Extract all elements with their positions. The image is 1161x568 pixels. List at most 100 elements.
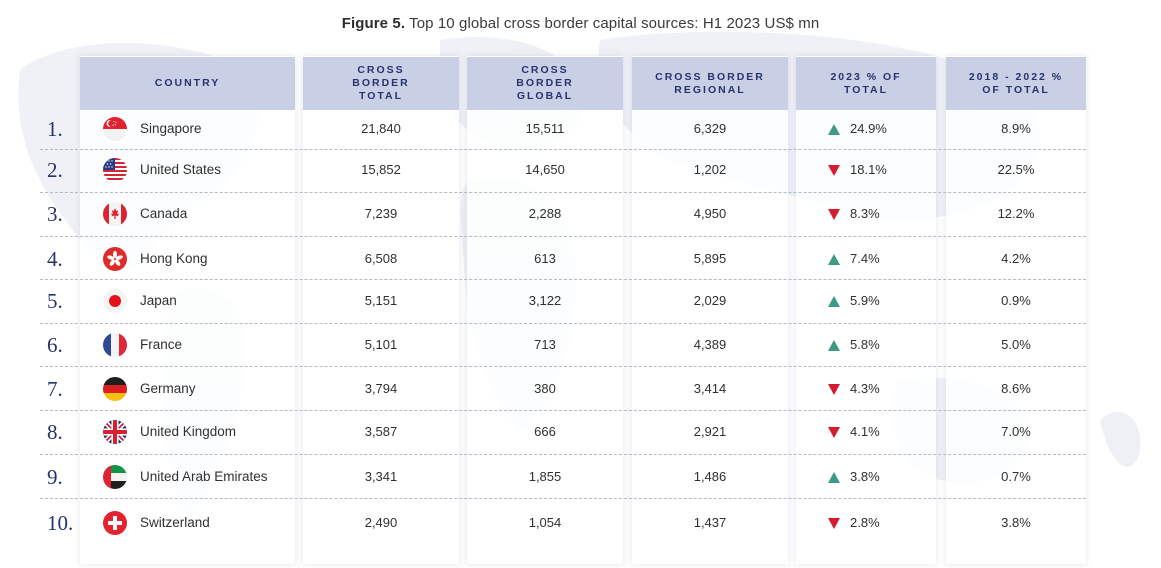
column-pct2023-bg: [796, 56, 936, 564]
cross-border-global-value: 713: [534, 337, 556, 352]
header-cross-border-global: CROSS BORDER GLOBAL: [467, 57, 623, 110]
header-cross-border-regional: CROSS BORDER REGIONAL: [632, 57, 788, 110]
column-total-bg: [303, 56, 459, 564]
cross-border-regional-value: 4,389: [693, 337, 727, 352]
row-separator: [40, 410, 1086, 411]
pct-2023-value: 4.1%: [828, 424, 880, 440]
row-rank: 10.: [47, 511, 74, 535]
france-flag-icon: [103, 333, 127, 357]
cross-border-total-value: 2,490: [364, 515, 398, 530]
header-country: COUNTRY: [80, 57, 295, 110]
cross-border-regional-value: 1,202: [693, 162, 727, 177]
header-2023-pct-of-total: 2023 % OF TOTAL: [796, 57, 936, 110]
country-name: France: [140, 337, 183, 352]
cross-border-total-value: 21,840: [361, 121, 401, 136]
row-separator: [40, 454, 1086, 455]
row-rank: 5.: [47, 289, 63, 313]
country-name: Singapore: [140, 121, 202, 136]
cross-border-global-value: 2,288: [528, 206, 562, 221]
uk-flag-icon: [103, 420, 127, 444]
cross-border-total-value: 6,508: [364, 251, 398, 266]
pct-2023-value: 3.8%: [828, 469, 880, 485]
chart-title: Figure 5. Top 10 global cross border cap…: [0, 15, 1161, 32]
country-name: Switzerland: [140, 515, 210, 530]
row-rank: 3.: [47, 202, 63, 226]
column-regional-bg: [632, 56, 788, 564]
up-triangle-icon: [828, 123, 840, 135]
pct-2018-2022-value: 22.5%: [997, 162, 1035, 177]
figure-label: Figure 5.: [341, 15, 406, 32]
row-rank: 7.: [47, 377, 63, 401]
country-name: Hong Kong: [140, 251, 208, 266]
cross-border-global-value: 15,511: [525, 121, 565, 136]
cross-border-regional-value: 2,029: [693, 293, 727, 308]
pct-2018-2022-value: 8.6%: [1001, 381, 1031, 396]
pct-2018-2022-value: 8.9%: [1001, 121, 1031, 136]
pct-2018-2022-value: 0.9%: [1001, 293, 1031, 308]
header-2018-2022-pct-of-total: 2018 - 2022 % OF TOTAL: [946, 57, 1086, 110]
cross-border-global-value: 613: [534, 251, 556, 266]
hongkong-flag-icon: [103, 247, 127, 271]
pct-2023-text: 24.9%: [850, 121, 887, 136]
pct-2018-2022-value: 12.2%: [997, 206, 1035, 221]
row-rank: 8.: [47, 420, 63, 444]
cross-border-regional-value: 4,950: [693, 206, 727, 221]
down-triangle-icon: [828, 426, 840, 438]
country-name: Canada: [140, 206, 188, 221]
row-rank: 6.: [47, 333, 63, 357]
up-triangle-icon: [828, 253, 840, 265]
row-separator: [40, 366, 1086, 367]
cross-border-regional-value: 6,329: [693, 121, 727, 136]
pct-2018-2022-value: 0.7%: [1001, 469, 1031, 484]
pct-2023-text: 4.3%: [850, 381, 880, 396]
canada-flag-icon: [103, 202, 127, 226]
pct-2023-text: 18.1%: [850, 162, 887, 177]
row-separator: [40, 323, 1086, 324]
down-triangle-icon: [828, 383, 840, 395]
cross-border-regional-value: 3,414: [693, 381, 727, 396]
pct-2018-2022-value: 5.0%: [1001, 337, 1031, 352]
country-name: United Arab Emirates: [140, 469, 268, 484]
pct-2023-value: 7.4%: [828, 251, 880, 267]
pct-2023-text: 5.9%: [850, 293, 880, 308]
cross-border-regional-value: 2,921: [693, 424, 727, 439]
cross-border-total-value: 5,101: [364, 337, 398, 352]
up-triangle-icon: [828, 339, 840, 351]
country-name: Japan: [140, 293, 177, 308]
pct-2023-value: 5.8%: [828, 337, 880, 353]
pct-2023-value: 5.9%: [828, 293, 880, 309]
germany-flag-icon: [103, 377, 127, 401]
cross-border-global-value: 1,855: [528, 469, 562, 484]
pct-2023-text: 3.8%: [850, 469, 880, 484]
down-triangle-icon: [828, 517, 840, 529]
pct-2018-2022-value: 4.2%: [1001, 251, 1031, 266]
column-pct1822-bg: [946, 56, 1086, 564]
cross-border-total-value: 5,151: [364, 293, 398, 308]
cross-border-global-value: 380: [534, 381, 556, 396]
cross-border-total-value: 7,239: [364, 206, 398, 221]
usa-flag-icon: [103, 158, 127, 182]
row-separator: [40, 236, 1086, 237]
figure-title-text: Top 10 global cross border capital sourc…: [409, 15, 820, 32]
pct-2023-text: 7.4%: [850, 251, 880, 266]
row-separator: [40, 498, 1086, 499]
row-separator: [40, 192, 1086, 193]
cross-border-regional-value: 5,895: [693, 251, 727, 266]
up-triangle-icon: [828, 471, 840, 483]
cross-border-global-value: 14,650: [525, 162, 565, 177]
uae-flag-icon: [103, 465, 127, 489]
cross-border-total-value: 3,587: [364, 424, 398, 439]
cross-border-regional-value: 1,437: [693, 515, 727, 530]
cross-border-global-value: 3,122: [528, 293, 562, 308]
japan-flag-icon: [103, 289, 127, 313]
pct-2023-text: 4.1%: [850, 424, 880, 439]
pct-2023-text: 2.8%: [850, 515, 880, 530]
row-rank: 1.: [47, 117, 63, 141]
row-rank: 9.: [47, 465, 63, 489]
header-cross-border-total: CROSS BORDER TOTAL: [303, 57, 459, 110]
pct-2023-value: 2.8%: [828, 515, 880, 531]
up-triangle-icon: [828, 295, 840, 307]
down-triangle-icon: [828, 208, 840, 220]
row-rank: 4.: [47, 247, 63, 271]
pct-2023-text: 5.8%: [850, 337, 880, 352]
